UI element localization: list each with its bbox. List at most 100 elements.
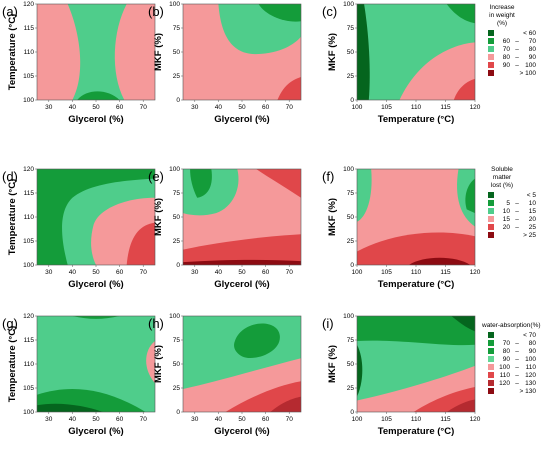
contour-region-i-1 (451, 316, 475, 332)
legend-label-high: < 70 (523, 332, 536, 339)
y-tick-label: 110 (24, 49, 35, 56)
legend-label-high: 80 (529, 340, 537, 347)
contour-region-e-2 (256, 169, 301, 198)
y-tick-label: 75 (347, 337, 355, 344)
legend-label-high: > 100 (520, 70, 537, 77)
y-tick-label: 25 (347, 385, 355, 392)
panel-letter-i: (i) (322, 316, 334, 331)
legend-label-high: > 130 (520, 388, 537, 395)
y-tick-label: 120 (23, 166, 34, 173)
y-tick-label: 100 (343, 313, 354, 320)
y-tick-label: 0 (350, 409, 354, 416)
x-tick-label: 100 (352, 269, 363, 276)
y-axis-title: MKF (%) (327, 198, 338, 236)
contour-region-c-0 (357, 4, 370, 100)
panel-a: 30 40 50 60 70 100 105 110 115 120 Glycerol (%) Tem… (2, 1, 156, 125)
x-axis-title: Glycerol (%) (214, 426, 269, 437)
legend-label-high: 120 (525, 372, 536, 379)
y-tick-label: 115 (24, 337, 35, 344)
legend-label-low: 100 (499, 364, 510, 371)
legend-label-low: 5 (506, 200, 510, 207)
x-tick-label: 50 (238, 104, 246, 111)
y-axis-title: Temperature (°C) (7, 179, 18, 255)
y-tick-label: 75 (347, 190, 355, 197)
panel-d: 30 40 50 60 70 100 105 110 115 120 Glycerol (%) Tem… (2, 166, 156, 290)
y-tick-label: 25 (173, 385, 181, 392)
legend-label-high: 10 (529, 200, 537, 207)
y-tick-label: 115 (24, 25, 35, 32)
legend-label-low: 10 (503, 208, 511, 215)
y-tick-label: 0 (350, 97, 354, 104)
x-tick-label: 40 (69, 269, 77, 276)
x-tick-label: 70 (140, 416, 148, 423)
x-tick-label: 40 (69, 416, 77, 423)
contour-region-f-2 (465, 178, 475, 214)
y-axis-title: MKF (%) (327, 345, 338, 383)
legend-label-low: 70 (503, 46, 511, 53)
contour-region-b-1 (258, 4, 301, 22)
legend-dash: – (515, 224, 519, 231)
y-axis-title: MKF (%) (327, 33, 338, 71)
legend-dash: – (515, 62, 519, 69)
legend-title: Increase (490, 4, 515, 11)
y-tick-label: 25 (173, 238, 181, 245)
y-tick-label: 100 (23, 262, 34, 269)
x-tick-label: 110 (411, 416, 422, 423)
legend-swatch (488, 192, 494, 198)
panel-letter-g: (g) (2, 316, 18, 331)
legend-label-high: < 60 (523, 30, 536, 37)
legend-swatch (488, 348, 494, 354)
legend-title: water-absorption(%) (481, 322, 541, 329)
x-tick-label: 50 (238, 269, 246, 276)
legend-label-low: 80 (503, 348, 511, 355)
contour-region-c-3 (453, 78, 475, 100)
y-tick-label: 100 (343, 1, 354, 8)
legend-label-low: 90 (503, 356, 511, 363)
legend-swatch (488, 30, 494, 36)
panel-e: 30 40 50 60 70 0 25 50 75 100 Glycerol (%) MKF (%) (… (148, 166, 302, 290)
x-tick-label: 50 (238, 416, 246, 423)
y-tick-label: 110 (24, 361, 35, 368)
legend-label-high: 80 (529, 46, 537, 53)
contour-region-d-0 (37, 169, 155, 265)
legend-swatch (488, 62, 494, 68)
legend-swatch (488, 356, 494, 362)
y-tick-label: 100 (23, 97, 34, 104)
y-tick-label: 50 (347, 361, 355, 368)
legend-label-low: 60 (503, 38, 511, 45)
y-tick-label: 0 (176, 262, 180, 269)
y-axis-title: Temperature (°C) (7, 14, 18, 90)
legend-water: water-absorption(%)< 7070–8080–9090–1001… (481, 322, 541, 395)
legend-label-high: 100 (525, 356, 536, 363)
y-axis-title: MKF (%) (153, 198, 164, 236)
legend-label-low: 90 (503, 62, 511, 69)
contour-region-i-2 (357, 344, 363, 397)
legend-label-high: > 25 (523, 232, 536, 239)
y-tick-label: 105 (23, 385, 34, 392)
x-axis-title: Glycerol (%) (68, 279, 123, 290)
legend-dash: – (515, 208, 519, 215)
contour-region-e-1 (190, 169, 212, 198)
legend-label-high: 90 (529, 54, 537, 61)
x-tick-label: 30 (45, 416, 53, 423)
panel-letter-d: (d) (2, 169, 18, 184)
legend-label-high: 110 (526, 364, 537, 371)
legend-dash: – (515, 216, 519, 223)
y-tick-label: 110 (24, 214, 35, 221)
y-tick-label: 120 (23, 1, 34, 8)
y-tick-label: 0 (176, 409, 180, 416)
legend-swatch (488, 340, 494, 346)
panel-i: 100 105 110 115 120 0 25 50 75 100 Temperature (°C… (322, 313, 481, 437)
x-tick-label: 50 (92, 416, 100, 423)
y-tick-label: 120 (23, 313, 34, 320)
x-tick-label: 70 (140, 269, 148, 276)
legend-label-low: 110 (500, 372, 511, 379)
legend-swatch (488, 46, 494, 52)
contour-region-f-4 (408, 257, 471, 265)
legend-swatch (488, 224, 494, 230)
y-tick-label: 75 (347, 25, 355, 32)
legend-swatch (488, 232, 494, 238)
x-tick-label: 100 (352, 416, 363, 423)
